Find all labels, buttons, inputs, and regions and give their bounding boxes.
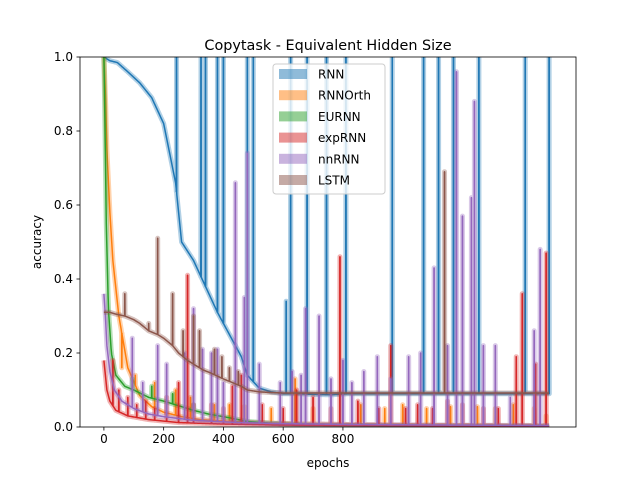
legend-swatch — [279, 132, 307, 143]
x-tick-label: 800 — [331, 432, 354, 446]
x-tick-label: 200 — [152, 432, 175, 446]
series-line — [103, 170, 550, 394]
chart-title: Copytask - Equivalent Hidden Size — [204, 38, 451, 54]
legend-label: RNNOrth — [318, 89, 371, 103]
x-axis-label: epochs — [307, 456, 350, 470]
y-tick-label: 0.0 — [54, 420, 73, 434]
axes-frame — [79, 56, 577, 428]
y-tick-label: 0.2 — [54, 346, 73, 360]
x-tick-label: 400 — [212, 432, 235, 446]
y-axis-label: accuracy — [30, 215, 44, 269]
legend-swatch — [279, 175, 307, 185]
legend-label: expRNN — [318, 131, 366, 145]
legend-label: LSTM — [318, 174, 350, 188]
series-lstm — [102, 169, 552, 396]
legend-label: EURNN — [318, 110, 361, 124]
plot-area — [101, 57, 552, 427]
legend-swatch — [279, 90, 307, 101]
legend-swatch — [279, 153, 307, 164]
x-tick-label: 600 — [272, 432, 295, 446]
x-axis: 0 200 400 600 800 — [100, 427, 354, 446]
legend: RNN RNNOrth EURNN expRNN nnRNN LSTM — [272, 63, 386, 195]
x-tick-label: 0 — [100, 432, 108, 446]
y-tick-label: 0.6 — [54, 198, 73, 212]
y-tick-label: 1.0 — [54, 50, 73, 64]
series-nnrnn — [101, 69, 552, 427]
y-axis: 0.0 0.2 0.4 0.6 0.8 1.0 — [54, 50, 80, 434]
legend-swatch — [279, 111, 307, 122]
y-tick-label: 0.4 — [54, 272, 73, 286]
legend-swatch — [279, 69, 307, 79]
legend-label: RNN — [318, 68, 344, 82]
y-tick-label: 0.8 — [54, 124, 73, 138]
legend-label: nnRNN — [318, 152, 360, 166]
